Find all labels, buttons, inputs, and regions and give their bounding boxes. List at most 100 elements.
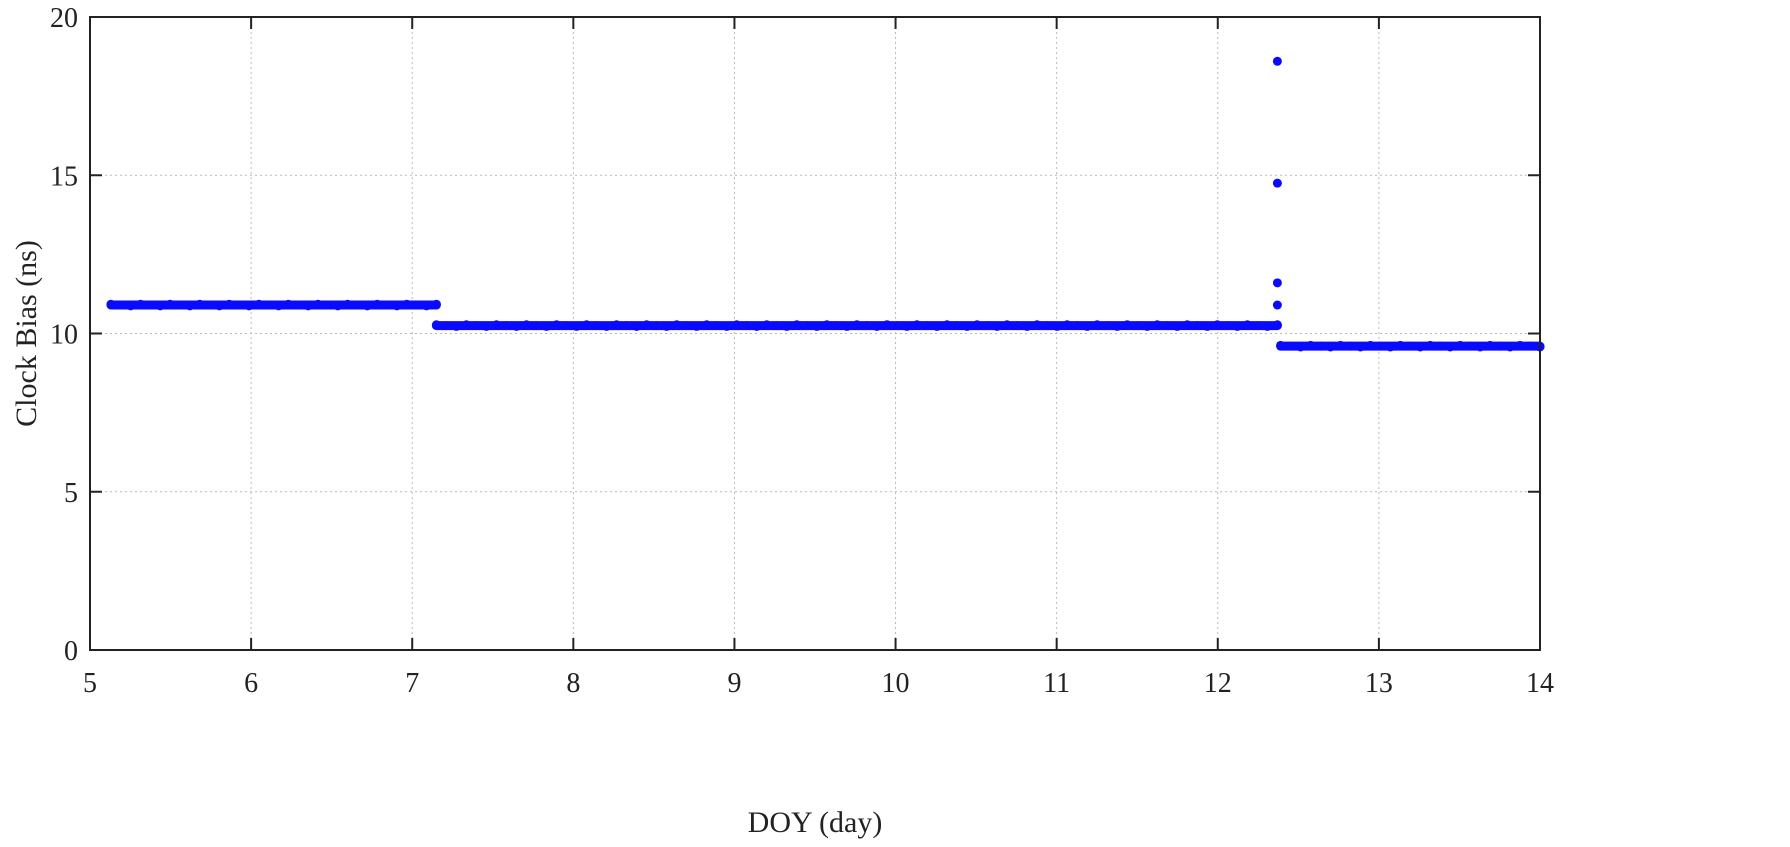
data-point — [592, 321, 602, 331]
data-point — [501, 321, 511, 331]
data-point — [441, 321, 451, 331]
data-point — [1465, 341, 1475, 351]
data-point — [1485, 340, 1495, 350]
data-point — [362, 301, 372, 311]
data-point — [1385, 342, 1395, 352]
data-point — [1325, 342, 1335, 352]
data-point — [214, 301, 224, 311]
data-point — [1222, 321, 1232, 331]
data-point — [116, 300, 126, 310]
data-point — [1525, 341, 1535, 351]
data-point — [1345, 341, 1355, 351]
data-point — [642, 320, 652, 330]
data-point — [1032, 320, 1042, 330]
data-point — [682, 321, 692, 331]
data-point — [1505, 342, 1515, 352]
outlier-point — [1272, 56, 1282, 66]
data-point — [136, 299, 146, 309]
outlier-point — [1272, 178, 1282, 188]
data-point — [1262, 321, 1272, 331]
data-point — [1052, 321, 1062, 331]
data-point — [1232, 321, 1242, 331]
data-point — [692, 321, 702, 331]
data-point — [632, 321, 642, 331]
y-tick-labels: 0 5 10 15 20 — [50, 3, 78, 667]
data-point — [106, 299, 116, 309]
data-point — [652, 321, 662, 331]
outlier-point — [1272, 300, 1282, 310]
data-point — [752, 321, 762, 331]
data-point — [532, 321, 542, 331]
data-point — [1112, 321, 1122, 331]
data-point — [431, 299, 441, 309]
data-point — [562, 321, 572, 331]
y-tick-label: 20 — [50, 3, 78, 34]
data-point — [195, 299, 205, 309]
data-point — [451, 321, 461, 331]
data-point — [942, 320, 952, 330]
data-point — [972, 320, 982, 330]
data-point — [1455, 340, 1465, 350]
data-point — [1296, 342, 1306, 352]
data-point — [1306, 340, 1316, 350]
data-point — [1162, 321, 1172, 331]
data-point — [1276, 340, 1286, 350]
data-point — [205, 300, 215, 310]
data-point — [333, 301, 343, 311]
data-point — [602, 321, 612, 331]
data-point — [1365, 340, 1375, 350]
data-point — [145, 300, 155, 310]
x-tick-label: 7 — [405, 668, 419, 699]
data-point — [922, 321, 932, 331]
data-point — [902, 321, 912, 331]
data-point — [802, 321, 812, 331]
data-point — [1335, 340, 1345, 350]
data-point — [1495, 341, 1505, 351]
data-point — [812, 321, 822, 331]
data-point — [1072, 321, 1082, 331]
y-axis-title: Clock Bias (ns) — [10, 240, 43, 427]
data-point — [254, 299, 264, 309]
data-point — [1272, 320, 1282, 330]
data-point — [772, 321, 782, 331]
data-point — [982, 321, 992, 331]
x-tick-label: 8 — [566, 668, 580, 699]
data-point — [471, 321, 481, 331]
data-point — [1445, 342, 1455, 352]
data-point — [1415, 342, 1425, 352]
data-point — [412, 300, 422, 310]
data-point — [742, 321, 752, 331]
data-point — [234, 300, 244, 310]
data-point — [1515, 340, 1525, 350]
data-point — [872, 321, 882, 331]
data-point — [702, 320, 712, 330]
data-point — [712, 321, 722, 331]
data-point — [1405, 341, 1415, 351]
data-point — [402, 299, 412, 309]
y-tick-label: 10 — [50, 320, 78, 351]
data-point — [155, 301, 165, 311]
data-point — [1102, 321, 1112, 331]
data-point — [582, 320, 592, 330]
data-point — [1202, 321, 1212, 331]
data-point — [521, 320, 531, 330]
x-tick-label: 10 — [882, 668, 910, 699]
axis-ticks — [89, 16, 1541, 651]
data-point — [1042, 321, 1052, 331]
data-point — [912, 320, 922, 330]
data-point — [1022, 321, 1032, 331]
data-point — [1062, 320, 1072, 330]
data-point — [1122, 320, 1132, 330]
data-point — [511, 321, 521, 331]
data-point — [832, 321, 842, 331]
data-point — [1192, 321, 1202, 331]
data-point — [992, 321, 1002, 331]
data-point — [1002, 320, 1012, 330]
data-point — [264, 300, 274, 310]
data-point — [1012, 321, 1022, 331]
data-point — [1132, 321, 1142, 331]
data-point — [952, 321, 962, 331]
data-point — [244, 301, 254, 311]
data-point — [1435, 341, 1445, 351]
x-tick-label: 13 — [1365, 668, 1393, 699]
